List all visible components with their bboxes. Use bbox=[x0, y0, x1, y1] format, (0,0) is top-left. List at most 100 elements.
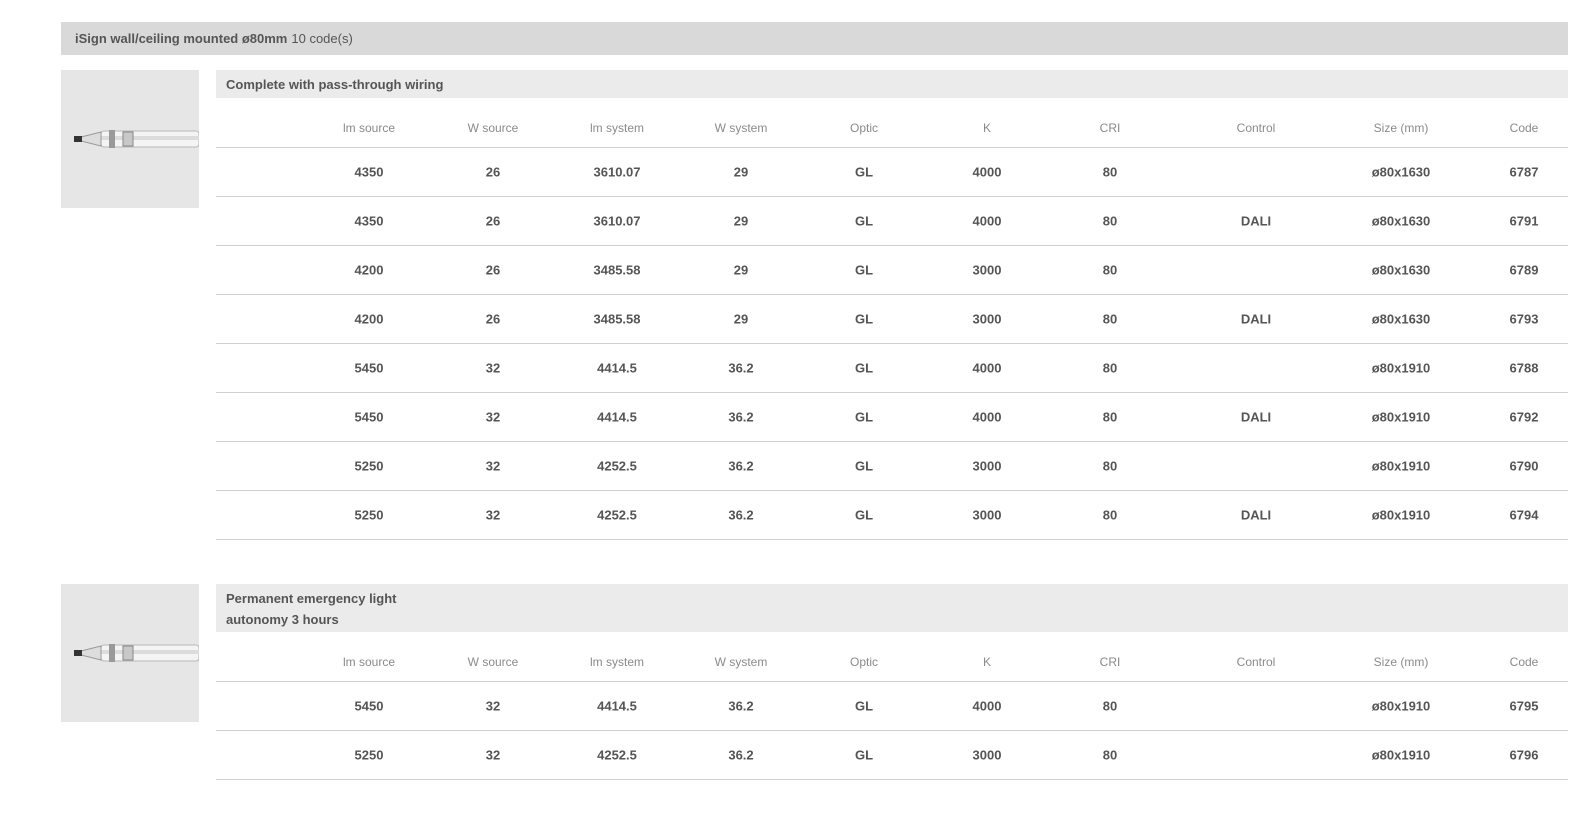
table-cell: GL bbox=[854, 262, 874, 277]
table-cell: 80 bbox=[1102, 747, 1118, 762]
table-cell: ø80x1910 bbox=[1371, 409, 1431, 424]
table-cell: 4350 bbox=[354, 164, 384, 179]
table-cell: 36.2 bbox=[728, 698, 754, 713]
column-header: Optic bbox=[849, 655, 879, 669]
column-header: Code bbox=[1509, 655, 1539, 669]
column-header: Code bbox=[1509, 121, 1539, 135]
table-cell: 3000 bbox=[972, 458, 1002, 473]
table-cell: 6793 bbox=[1509, 311, 1539, 326]
column-header: CRI bbox=[1099, 121, 1121, 135]
group-title: autonomy 3 hours bbox=[226, 612, 339, 627]
row-divider bbox=[216, 343, 1568, 344]
table-cell: 3000 bbox=[972, 747, 1002, 762]
table-cell: 32 bbox=[485, 747, 501, 762]
table-cell: 32 bbox=[485, 409, 501, 424]
table-cell: 32 bbox=[485, 698, 501, 713]
column-header: CRI bbox=[1099, 655, 1121, 669]
column-header: lm source bbox=[342, 121, 396, 135]
row-divider bbox=[216, 681, 1568, 682]
column-header: lm system bbox=[590, 655, 644, 669]
column-header: Size (mm) bbox=[1373, 121, 1429, 135]
table-cell: 26 bbox=[485, 311, 501, 326]
table-cell: 36.2 bbox=[728, 360, 754, 375]
row-divider bbox=[216, 196, 1568, 197]
table-cell: 29 bbox=[733, 311, 749, 326]
table-cell: 3000 bbox=[972, 262, 1002, 277]
row-divider bbox=[216, 392, 1568, 393]
table-cell: 6791 bbox=[1509, 213, 1539, 228]
column-header: K bbox=[982, 121, 992, 135]
table-cell: 80 bbox=[1102, 698, 1118, 713]
group-title-bar: Permanent emergency light autonomy 3 hour… bbox=[216, 584, 1568, 632]
table-cell: 6794 bbox=[1509, 507, 1539, 522]
table-cell: 80 bbox=[1102, 360, 1118, 375]
code-count: 10 code(s) bbox=[291, 31, 353, 46]
table-cell: 80 bbox=[1102, 262, 1118, 277]
table-cell: 4414.5 bbox=[597, 698, 637, 713]
table-cell: 5250 bbox=[354, 747, 384, 762]
table-cell: ø80x1630 bbox=[1371, 164, 1431, 179]
table-cell: ø80x1910 bbox=[1371, 507, 1431, 522]
column-header: lm source bbox=[342, 655, 396, 669]
table-cell: 4414.5 bbox=[597, 360, 637, 375]
row-divider bbox=[216, 294, 1568, 295]
table-cell: 6787 bbox=[1509, 164, 1539, 179]
table-cell: 26 bbox=[485, 262, 501, 277]
table-cell: 4350 bbox=[354, 213, 384, 228]
table-cell: 3485.58 bbox=[593, 262, 641, 277]
table-cell: DALI bbox=[1240, 409, 1272, 424]
group-title: Permanent emergency light bbox=[226, 591, 397, 606]
table-cell: GL bbox=[854, 507, 874, 522]
table-cell: 4000 bbox=[972, 409, 1002, 424]
table-cell: 26 bbox=[485, 164, 501, 179]
table-cell: 36.2 bbox=[728, 458, 754, 473]
table-cell: 5450 bbox=[354, 698, 384, 713]
table-cell: 4000 bbox=[972, 164, 1002, 179]
table-cell: 80 bbox=[1102, 311, 1118, 326]
table-cell: 3610.07 bbox=[593, 213, 641, 228]
table-cell: 6788 bbox=[1509, 360, 1539, 375]
table-cell: 4252.5 bbox=[597, 507, 637, 522]
row-divider bbox=[216, 441, 1568, 442]
table-cell: 6789 bbox=[1509, 262, 1539, 277]
table-cell: 3000 bbox=[972, 311, 1002, 326]
row-divider bbox=[216, 779, 1568, 780]
group-title: Complete with pass-through wiring bbox=[226, 77, 444, 92]
table-cell: 3000 bbox=[972, 507, 1002, 522]
table-cell: 32 bbox=[485, 507, 501, 522]
table-cell: GL bbox=[854, 747, 874, 762]
table-cell: 80 bbox=[1102, 458, 1118, 473]
product-image-box bbox=[61, 584, 200, 722]
table-cell: 5450 bbox=[354, 409, 384, 424]
table-cell: 80 bbox=[1102, 507, 1118, 522]
table-cell: 32 bbox=[485, 458, 501, 473]
table-cell: 4000 bbox=[972, 698, 1002, 713]
table-cell: 26 bbox=[485, 213, 501, 228]
table-cell: GL bbox=[854, 164, 874, 179]
group-title-bar: Complete with pass-through wiring bbox=[216, 70, 1568, 98]
table-cell: DALI bbox=[1240, 507, 1272, 522]
table-cell: 5250 bbox=[354, 507, 384, 522]
section-title: iSign wall/ceiling mounted ø80mm bbox=[75, 31, 288, 46]
table-cell: 29 bbox=[733, 262, 749, 277]
column-header: Control bbox=[1236, 655, 1276, 669]
table-cell: DALI bbox=[1240, 311, 1272, 326]
row-divider bbox=[216, 730, 1568, 731]
table-cell: 80 bbox=[1102, 409, 1118, 424]
table-cell: GL bbox=[854, 409, 874, 424]
table-cell: 36.2 bbox=[728, 507, 754, 522]
table-cell: 80 bbox=[1102, 164, 1118, 179]
table-cell: DALI bbox=[1240, 213, 1272, 228]
table-cell: 36.2 bbox=[728, 747, 754, 762]
column-header: W source bbox=[467, 121, 519, 135]
table-cell: 80 bbox=[1102, 213, 1118, 228]
table-cell: GL bbox=[854, 311, 874, 326]
table-cell: 5450 bbox=[354, 360, 384, 375]
table-cell: 3485.58 bbox=[593, 311, 641, 326]
table-cell: GL bbox=[854, 360, 874, 375]
table-cell: 4414.5 bbox=[597, 409, 637, 424]
column-header: W system bbox=[714, 655, 768, 669]
table-cell: 6792 bbox=[1509, 409, 1539, 424]
table-cell: 29 bbox=[733, 164, 749, 179]
